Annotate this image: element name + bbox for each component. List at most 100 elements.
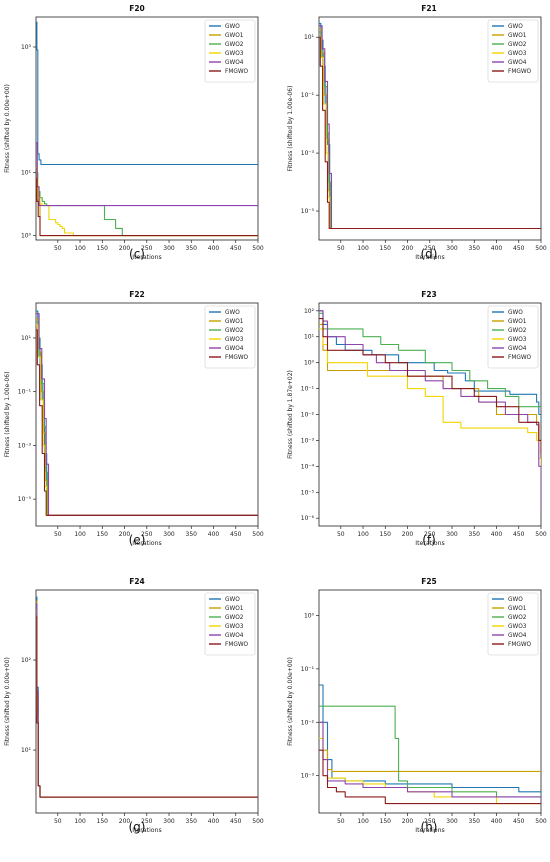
x-tick-label: 50 (337, 818, 345, 825)
legend-label: GWO4 (225, 633, 244, 639)
legend-label: GWO3 (508, 337, 527, 343)
series-line-fmgwo (319, 749, 541, 805)
x-tick-label: 350 (186, 245, 198, 252)
legend-label: FMGWO (508, 69, 532, 75)
x-axis-label: Iterations (132, 540, 161, 547)
x-tick-label: 200 (402, 245, 414, 252)
legend-label: GWO2 (225, 42, 244, 48)
series-line-gwo4 (319, 25, 541, 230)
chart-panel-f22: F22 50 100 150 200 250 300 350 400 450 500 10⁻⁵ 10⁻³… (4, 290, 264, 547)
x-tick-label: 150 (380, 245, 392, 252)
x-tick-label: 150 (97, 818, 109, 825)
x-tick-label: 250 (141, 245, 153, 252)
x-tick-label: 300 (163, 818, 175, 825)
x-tick-label: 500 (535, 818, 547, 825)
x-tick-label: 450 (513, 245, 525, 252)
y-tick-label: 10⁻³ (18, 442, 32, 449)
x-tick-label: 250 (141, 818, 153, 825)
x-tick-label: 400 (208, 531, 220, 538)
legend-label: GWO4 (225, 346, 244, 352)
x-tick-label: 350 (186, 531, 198, 538)
y-tick-label: 10⁻² (301, 719, 315, 726)
y-tick-label: 10¹ (21, 335, 32, 342)
series-group (319, 684, 541, 805)
series-line-gwo (36, 21, 258, 166)
legend-label: GWO1 (225, 33, 244, 39)
x-tick-label: 400 (491, 818, 503, 825)
x-tick-label: 450 (230, 818, 242, 825)
x-tick-label: 500 (252, 531, 264, 538)
chart-title: F22 (129, 290, 145, 299)
legend: GWO GWO1 GWO2 GWO3 GWO4 FMGWO (204, 592, 256, 656)
y-tick-label: 10⁻⁴ (301, 463, 315, 470)
chart-panel-f20: F20 50 100 150 200 250 300 350 400 450 500 10⁰ 10¹ 10… (4, 4, 264, 261)
x-tick-label: 300 (446, 245, 458, 252)
x-tick-label: 300 (446, 531, 458, 538)
chart-panel-f24: F24 50 100 150 200 250 300 350 400 450 500 10¹ 10² It… (4, 577, 264, 834)
x-tick-label: 300 (163, 245, 175, 252)
chart-panel-f23: F23 50 100 150 200 250 300 350 400 450 500 10⁻⁶ 10⁻⁵… (287, 290, 547, 547)
legend-label: GWO4 (225, 60, 244, 66)
panel-caption: (f) (422, 533, 436, 547)
y-tick-label: 10¹ (304, 34, 315, 41)
series-group (36, 21, 258, 237)
y-tick-label: 10⁰ (21, 233, 32, 240)
panel-caption: (h) (421, 820, 438, 834)
x-tick-label: 150 (380, 818, 392, 825)
series-line-fmgwo (319, 318, 541, 454)
panel-caption: (e) (129, 533, 146, 547)
x-tick-label: 200 (402, 531, 414, 538)
series-group (36, 596, 258, 798)
legend-label: GWO1 (508, 606, 527, 612)
legend-label: GWO1 (225, 319, 244, 325)
y-tick-label: 10² (304, 308, 315, 315)
x-tick-label: 200 (119, 531, 131, 538)
legend: GWO GWO1 GWO2 GWO3 GWO4 FMGWO (487, 592, 539, 656)
y-tick-label: 10⁻³ (301, 150, 315, 157)
x-tick-label: 400 (208, 818, 220, 825)
x-tick-label: 100 (74, 531, 86, 538)
x-tick-label: 50 (54, 531, 62, 538)
y-tick-label: 10⁻⁵ (301, 208, 315, 215)
legend-label: GWO3 (225, 624, 244, 630)
x-tick-label: 250 (424, 531, 436, 538)
series-group (319, 310, 541, 511)
x-tick-label: 250 (424, 245, 436, 252)
x-tick-label: 200 (119, 818, 131, 825)
legend-label: GWO2 (225, 615, 244, 621)
panel-caption: (g) (129, 820, 146, 834)
y-tick-label: 10⁻⁵ (301, 489, 315, 496)
legend-label: GWO3 (225, 337, 244, 343)
legend-label: GWO4 (508, 346, 527, 352)
y-tick-label: 10⁻³ (301, 773, 315, 780)
y-tick-label: 10⁻¹ (301, 666, 315, 673)
series-line-fmgwo (36, 616, 258, 798)
series-line-gwo4 (319, 721, 541, 804)
legend-label: FMGWO (225, 355, 249, 361)
chart-title: F23 (421, 290, 437, 299)
legend-label: GWO2 (225, 328, 244, 334)
x-tick-label: 300 (163, 531, 175, 538)
legend-label: GWO2 (508, 328, 527, 334)
x-tick-label: 150 (380, 531, 392, 538)
legend-label: GWO1 (225, 606, 244, 612)
chart-title: F21 (421, 4, 437, 13)
x-tick-label: 200 (402, 818, 414, 825)
x-tick-label: 450 (513, 818, 525, 825)
x-tick-label: 500 (252, 818, 264, 825)
x-tick-label: 100 (357, 818, 369, 825)
y-tick-label: 10⁻³ (301, 437, 315, 444)
y-tick-label: 10⁻² (301, 412, 315, 419)
y-tick-label: 10⁻¹ (301, 386, 315, 393)
legend-label: GWO (508, 310, 523, 316)
y-axis-label: Fitness (shifted by 1.00e-06) (4, 372, 11, 458)
x-axis-label: Iterations (415, 827, 444, 834)
legend: GWO GWO1 GWO2 GWO3 GWO4 FMGWO (204, 305, 256, 369)
chart-panel-f21: F21 50 100 150 200 250 300 350 400 450 500 10⁻⁵ 10⁻³… (287, 4, 547, 261)
chart-title: F24 (129, 577, 145, 586)
y-tick-label: 10² (21, 657, 32, 664)
legend-label: GWO (225, 597, 240, 603)
legend-label: GWO (225, 310, 240, 316)
legend-label: GWO3 (508, 51, 527, 57)
